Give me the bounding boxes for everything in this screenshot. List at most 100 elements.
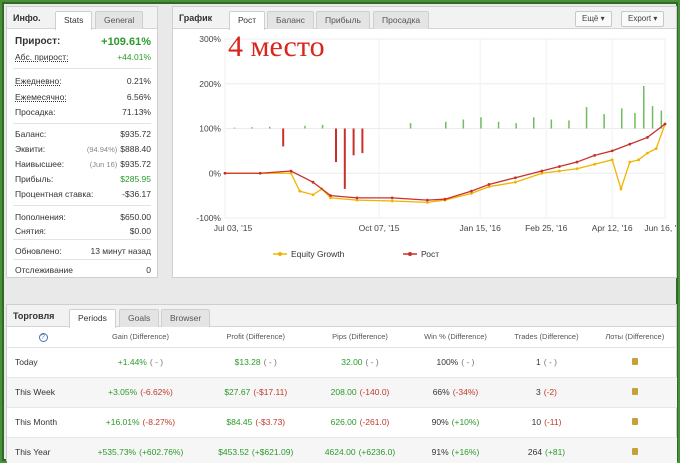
export-button[interactable]: Export ▾ bbox=[621, 11, 665, 27]
more-label: Ещё bbox=[582, 14, 599, 23]
growth-point bbox=[289, 169, 293, 173]
divider bbox=[13, 123, 151, 124]
lots-icon[interactable] bbox=[631, 418, 638, 425]
info-value-text: $888.40 bbox=[120, 144, 151, 154]
trade-panel: Торговля Periods Goals Browser ? Gain (D… bbox=[6, 304, 677, 463]
growth-point bbox=[514, 176, 517, 180]
equity-point bbox=[514, 180, 517, 184]
period-value: This Year bbox=[15, 447, 51, 457]
info-label: Просадка: bbox=[15, 107, 56, 117]
info-value: (94.94%) $888.40 bbox=[87, 144, 151, 154]
table-cell: 3 (-2) bbox=[500, 377, 593, 408]
info-row: Ежемесячно: 6.56% bbox=[15, 92, 151, 104]
divider bbox=[13, 259, 151, 260]
win_diff-value: (-34%) bbox=[452, 387, 479, 397]
y-tick-label: -100% bbox=[196, 213, 221, 223]
table-row: Today +1.44%( - ) $13.28( - ) 32.00( - ) 100… bbox=[7, 347, 677, 378]
growth-bar bbox=[321, 124, 324, 129]
table-cell: 90% (+10%) bbox=[410, 407, 501, 438]
info-value: 13 минут назад bbox=[90, 246, 151, 256]
profit-value: $453.52 bbox=[218, 447, 249, 457]
info-label[interactable]: Ежедневно: bbox=[15, 76, 62, 86]
loss-bar bbox=[352, 128, 355, 156]
tab-stats[interactable]: Stats bbox=[55, 11, 93, 30]
pips-value: 4624.00 bbox=[324, 447, 356, 457]
info-value: $285.95 bbox=[120, 174, 151, 184]
info-panel: Инфо. Stats General Прирост: +109.61% Абс.… bbox=[6, 6, 158, 278]
info-label[interactable]: Ежемесячно: bbox=[15, 92, 67, 102]
table-cell: $27.67 (-$17.11) bbox=[201, 377, 310, 408]
lots-icon[interactable] bbox=[631, 358, 638, 365]
info-label: Снятия: bbox=[15, 226, 47, 236]
info-value: +44.01% bbox=[117, 52, 151, 62]
table-cell bbox=[592, 347, 677, 378]
equity-point bbox=[311, 193, 315, 197]
equity-point bbox=[646, 151, 649, 155]
info-value-text: $935.72 bbox=[120, 129, 151, 139]
tab-browser[interactable]: Browser bbox=[161, 309, 211, 327]
info-row: Наивысшее: (Jun 16) $935.72 bbox=[15, 159, 151, 171]
growth-bar bbox=[462, 119, 465, 129]
info-row: Просадка: 71.13% bbox=[15, 107, 151, 119]
table-cell: $13.28( - ) bbox=[201, 347, 310, 378]
info-value: -$36.17 bbox=[122, 189, 151, 199]
info-value-text: $935.72 bbox=[120, 159, 151, 169]
pips_diff-value: (-261.0) bbox=[359, 417, 390, 427]
growth-bar bbox=[515, 123, 517, 129]
growth-point bbox=[663, 122, 667, 126]
growth-bar bbox=[233, 127, 236, 129]
chevron-down-icon: ▾ bbox=[653, 14, 658, 23]
tab-general[interactable]: General bbox=[95, 11, 144, 29]
more-button[interactable]: Ещё ▾ bbox=[575, 11, 612, 27]
trades-value: 264 bbox=[527, 447, 543, 457]
table-cell: Today bbox=[7, 347, 79, 378]
tab-periods[interactable]: Periods bbox=[69, 309, 116, 328]
table-cell: This Year bbox=[7, 437, 79, 463]
growth-bar bbox=[568, 120, 570, 129]
help-icon[interactable]: ? bbox=[38, 332, 48, 342]
gain-value: +1.44% bbox=[117, 357, 147, 367]
trades-value: 3 bbox=[536, 387, 541, 397]
tab-goals[interactable]: Goals bbox=[119, 309, 160, 327]
tab-growth[interactable]: Рост bbox=[229, 11, 266, 30]
info-value-text: $650.00 bbox=[120, 212, 151, 222]
table-cell: $453.52 (+$621.09) bbox=[201, 437, 310, 463]
gain_diff-value: (-6.62%) bbox=[140, 387, 173, 397]
info-value: $0.00 bbox=[130, 226, 151, 236]
tab-profit[interactable]: Прибыль bbox=[316, 11, 370, 29]
periods-table: ? Gain (Difference) Profit (Difference) … bbox=[7, 327, 677, 463]
lots-icon[interactable] bbox=[631, 388, 638, 395]
rank-overlay: 4 место bbox=[228, 30, 325, 63]
growth-bar bbox=[651, 106, 654, 129]
growth-point bbox=[426, 198, 429, 202]
win_diff-value: (+10%) bbox=[451, 417, 480, 427]
info-row: Прирост: +109.61% bbox=[15, 36, 151, 48]
table-cell: 626.00 (-261.0) bbox=[309, 407, 411, 438]
lots-icon[interactable] bbox=[631, 448, 638, 455]
loss-bar bbox=[282, 128, 285, 147]
growth-bar bbox=[603, 114, 605, 129]
info-label: Отслеживание bbox=[15, 265, 74, 275]
equity-point bbox=[610, 158, 614, 162]
profit-value: $84.45 bbox=[226, 417, 253, 427]
growth-point bbox=[593, 153, 596, 157]
win-value: 100% bbox=[436, 357, 459, 367]
growth-point bbox=[575, 160, 579, 164]
column-header: Pips (Difference) bbox=[309, 327, 411, 348]
win_diff-value: (+16%) bbox=[451, 447, 480, 457]
equity-point bbox=[593, 162, 596, 166]
gain_diff-value: (+602.76%) bbox=[139, 447, 184, 457]
info-label[interactable]: Абс. прирост: bbox=[15, 52, 69, 62]
equity-point bbox=[558, 169, 561, 173]
growth-point bbox=[540, 169, 544, 173]
tab-drawdown[interactable]: Просадка bbox=[373, 11, 430, 29]
table-cell: 1( - ) bbox=[500, 347, 593, 378]
table-cell: 91% (+16%) bbox=[410, 437, 501, 463]
win-value: 66% bbox=[432, 387, 450, 397]
tab-balance[interactable]: Баланс bbox=[267, 11, 314, 29]
growth-bar bbox=[304, 125, 306, 129]
info-label: Обновлено: bbox=[15, 246, 62, 256]
info-row: Снятия: $0.00 bbox=[15, 226, 151, 238]
y-tick-label: 100% bbox=[199, 124, 221, 134]
growth-bar bbox=[621, 108, 623, 129]
